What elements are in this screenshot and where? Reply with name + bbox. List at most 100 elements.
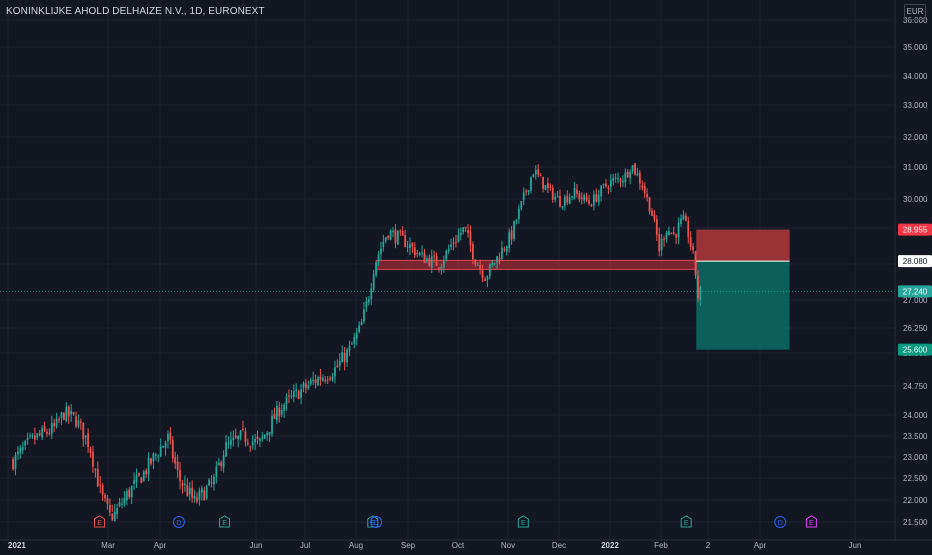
candle-body [670, 232, 673, 234]
candle [605, 179, 607, 189]
candle-body [87, 433, 90, 448]
price-label-last: 27.240 [898, 285, 932, 298]
candle [246, 438, 249, 446]
candle [406, 240, 409, 253]
candle [537, 164, 540, 178]
candle-body [336, 365, 339, 367]
candle-body [612, 178, 615, 181]
candle-body [46, 431, 48, 434]
price-label-bg [898, 223, 932, 236]
candle-body [677, 222, 680, 238]
candle [474, 258, 477, 267]
candle-body [41, 428, 44, 438]
candle-body [113, 512, 116, 522]
y-tick-label: 23.000 [903, 453, 928, 462]
candle [99, 475, 102, 494]
candle [534, 165, 537, 180]
x-tick-label: Apr [154, 541, 167, 550]
candle [590, 203, 593, 207]
earnings-marker-icon[interactable]: E [517, 515, 529, 528]
candle-body [229, 439, 232, 445]
candle-body [658, 234, 661, 252]
earnings-marker-icon[interactable]: E [680, 515, 692, 528]
candle-body [215, 466, 218, 477]
candle-body [590, 204, 593, 207]
candle [184, 475, 186, 492]
candle [249, 445, 252, 453]
candle-body [401, 231, 404, 236]
candle [459, 227, 462, 241]
candle-body [418, 252, 421, 256]
candle-body [488, 264, 491, 277]
candle [135, 468, 138, 488]
candle [215, 461, 218, 484]
price-label-text: 28.955 [903, 226, 928, 235]
x-tick-label: 2022 [601, 541, 619, 550]
candle [416, 249, 419, 258]
candle-body [573, 187, 576, 199]
earnings-marker-icon[interactable]: E [805, 515, 817, 528]
candle [435, 252, 438, 266]
price-label-bg [898, 343, 932, 356]
candle [283, 402, 286, 418]
candle-body [363, 309, 365, 322]
dividend-marker-icon[interactable]: D [774, 516, 787, 528]
candle [29, 432, 31, 439]
candle [227, 436, 230, 449]
candle [508, 228, 511, 253]
currency-badge[interactable]: EUR [904, 4, 926, 20]
candle-body [295, 389, 298, 392]
candle [467, 224, 469, 238]
candle [24, 439, 27, 450]
candle [150, 457, 152, 466]
candle-body [440, 266, 443, 271]
candle-body [404, 235, 407, 247]
candle-body [372, 274, 375, 290]
candle-body [525, 191, 528, 193]
earnings-shield [94, 515, 106, 528]
candle [321, 374, 324, 382]
candle-body [396, 231, 399, 245]
candle-body [312, 379, 315, 381]
candle-body [174, 457, 177, 464]
candle-body [551, 187, 554, 200]
candle-body [675, 234, 678, 238]
candle-body [513, 221, 515, 239]
candle-body [106, 498, 109, 505]
candle [539, 172, 542, 177]
candle-body [290, 395, 293, 397]
candle-body [462, 227, 465, 233]
dividend-marker-icon[interactable]: D [370, 516, 383, 528]
candle [510, 226, 513, 245]
candle-body [638, 172, 641, 184]
candle [389, 228, 392, 241]
earnings-marker-icon[interactable]: E [219, 515, 231, 528]
candle-body [416, 253, 419, 255]
candle-body [692, 246, 695, 251]
candle-body [411, 243, 414, 247]
candle [138, 472, 140, 477]
candle [159, 438, 162, 458]
x-tick-label: 2021 [8, 541, 26, 550]
candle-body [660, 238, 663, 250]
candle [525, 188, 528, 196]
candle-body [687, 221, 690, 238]
candle-body [481, 269, 484, 278]
y-tick-label: 22.000 [903, 496, 928, 505]
candle [217, 457, 220, 466]
candle-body [486, 276, 489, 281]
candle-body [622, 180, 624, 183]
candle [50, 415, 53, 440]
stop-loss-zone [696, 229, 790, 262]
candle-body [399, 231, 402, 233]
y-tick-label: 24.750 [903, 382, 928, 391]
candle-body [343, 352, 346, 363]
earnings-marker-icon[interactable]: E [94, 515, 106, 528]
candle-body [31, 434, 34, 437]
candle-body [162, 445, 165, 448]
dividend-marker-icon[interactable]: D [172, 516, 185, 528]
candle-body [474, 259, 477, 265]
candle [251, 435, 254, 450]
